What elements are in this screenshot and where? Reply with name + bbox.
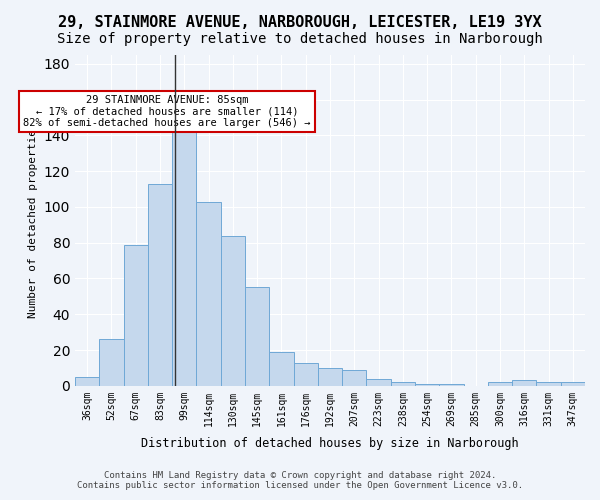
Bar	[318, 368, 342, 386]
Bar	[342, 370, 367, 386]
Bar	[245, 288, 269, 386]
Bar	[488, 382, 512, 386]
Bar	[221, 236, 245, 386]
Bar	[124, 244, 148, 386]
Bar	[269, 352, 293, 386]
X-axis label: Distribution of detached houses by size in Narborough: Distribution of detached houses by size …	[141, 437, 519, 450]
Bar	[561, 382, 585, 386]
Bar	[148, 184, 172, 386]
Y-axis label: Number of detached properties: Number of detached properties	[28, 122, 38, 318]
Bar	[100, 340, 124, 386]
Bar	[367, 378, 391, 386]
Bar	[536, 382, 561, 386]
Text: 29 STAINMORE AVENUE: 85sqm
← 17% of detached houses are smaller (114)
82% of sem: 29 STAINMORE AVENUE: 85sqm ← 17% of deta…	[23, 94, 311, 128]
Bar	[196, 202, 221, 386]
Bar	[391, 382, 415, 386]
Bar	[512, 380, 536, 386]
Text: Size of property relative to detached houses in Narborough: Size of property relative to detached ho…	[57, 32, 543, 46]
Bar	[75, 377, 100, 386]
Bar	[439, 384, 464, 386]
Bar	[172, 126, 196, 386]
Text: 29, STAINMORE AVENUE, NARBOROUGH, LEICESTER, LE19 3YX: 29, STAINMORE AVENUE, NARBOROUGH, LEICES…	[58, 15, 542, 30]
Bar	[293, 362, 318, 386]
Bar	[415, 384, 439, 386]
Text: Contains HM Land Registry data © Crown copyright and database right 2024.
Contai: Contains HM Land Registry data © Crown c…	[77, 470, 523, 490]
